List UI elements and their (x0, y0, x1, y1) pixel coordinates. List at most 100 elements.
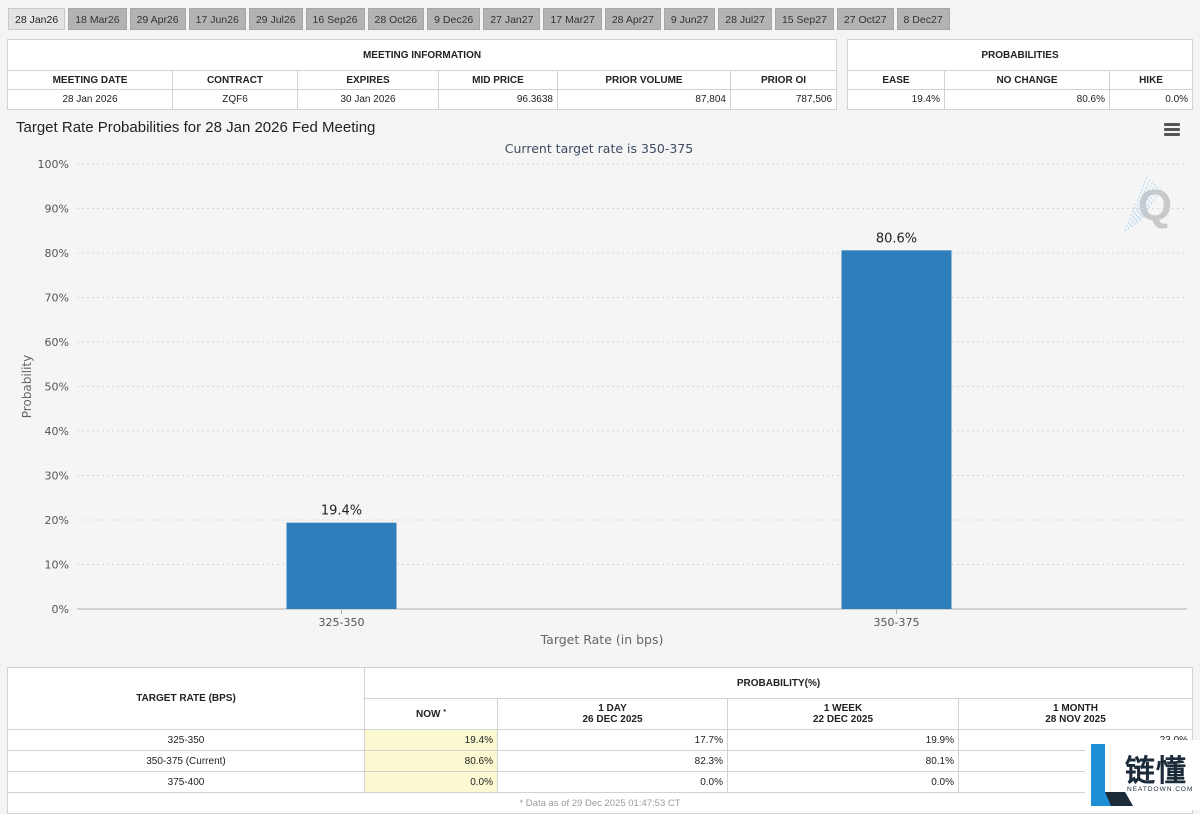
neatdown-l-icon (1091, 744, 1133, 806)
tab-17-jun26[interactable]: 17 Jun26 (188, 8, 246, 30)
one-day-label: 1 DAY (598, 703, 627, 714)
contract-value: ZQF6 (172, 89, 298, 110)
tab-8-dec27[interactable]: 8 Dec27 (896, 8, 950, 30)
hike-header: HIKE (1108, 70, 1194, 90)
probability-header: PROBABILITY(%) (363, 667, 1194, 699)
chart-title: Target Rate Probabilities for 28 Jan 202… (16, 119, 376, 136)
y-axis-title: Probability (20, 355, 34, 418)
y-tick-label: 80% (45, 247, 69, 260)
prior-oi-value: 787,506 (729, 89, 838, 110)
one-month-label: 1 MONTH (1053, 703, 1099, 714)
data-timestamp-footnote: * Data as of 29 Dec 2025 01:47:53 CT (6, 792, 1194, 814)
bar-data-label: 80.6% (876, 231, 917, 246)
one-day-cell: 17.7% (497, 729, 728, 751)
no-change-header: NO CHANGE (944, 70, 1110, 90)
tab-28-oct26[interactable]: 28 Oct26 (367, 8, 425, 30)
probabilities-caption: PROBABILITIES (846, 39, 1194, 71)
ease-value: 19.4% (847, 89, 945, 110)
y-tick-label: 40% (45, 425, 69, 438)
y-tick-label: 90% (45, 203, 69, 216)
one-week-cell: 80.1% (727, 750, 959, 772)
one-week-header: 1 WEEK 22 DEC 2025 (727, 698, 959, 730)
table-row: 325-350 19.4% 17.7% 19.9% 23.0% (7, 729, 1194, 751)
expires-header: EXPIRES (297, 70, 439, 90)
target-rate-probability-table: TARGET RATE (BPS) PROBABILITY(%) NOW * 1… (6, 667, 1194, 814)
one-day-header: 1 DAY 26 DEC 2025 (497, 698, 728, 730)
y-tick-label: 30% (45, 470, 69, 483)
now-cell: 80.6% (364, 750, 498, 772)
y-tick-label: 50% (45, 381, 69, 394)
one-week-cell: 0.0% (727, 771, 959, 793)
y-tick-label: 20% (45, 514, 69, 527)
y-tick-label: 10% (45, 559, 69, 572)
neatdown-logo: 链懂 NEATDOWN.COM (1085, 740, 1200, 810)
meeting-date-tabs: 28 Jan26 18 Mar26 29 Apr26 17 Jun26 29 Jul26… (8, 8, 950, 30)
tab-28-apr27[interactable]: 28 Apr27 (604, 8, 661, 30)
one-day-cell: 82.3% (497, 750, 728, 772)
target-rate-cell: 325-350 (7, 729, 365, 751)
x-axis-title: Target Rate (in bps) (540, 632, 664, 647)
target-rate-cell: 375-400 (7, 771, 365, 793)
target-rate-cell: 350-375 (Current) (7, 750, 365, 772)
expires-value: 30 Jan 2026 (297, 89, 439, 110)
tab-15-sep27[interactable]: 15 Sep27 (774, 8, 834, 30)
tab-9-dec26[interactable]: 9 Dec26 (427, 8, 481, 30)
now-cell: 0.0% (364, 771, 498, 793)
tab-18-mar26[interactable]: 18 Mar26 (68, 8, 127, 30)
one-month-header: 1 MONTH 28 NOV 2025 (957, 698, 1194, 730)
hamburger-menu-icon[interactable] (1164, 123, 1180, 136)
chart-subtitle: Current target rate is 350-375 (505, 141, 693, 156)
watermark-decoration (1136, 184, 1160, 224)
neatdown-logo-url: NEATDOWN.COM (1127, 786, 1194, 793)
tab-27-jan27[interactable]: 27 Jan27 (483, 8, 541, 30)
mid-price-header: MID PRICE (438, 70, 558, 90)
watermark-decoration (1124, 176, 1148, 232)
one-day-date: 26 DEC 2025 (582, 714, 643, 725)
y-tick-label: 70% (45, 292, 69, 305)
prior-oi-header: PRIOR OI (729, 70, 838, 90)
watermark-decoration (1130, 180, 1154, 228)
y-tick-label: 0% (52, 603, 69, 616)
prior-volume-value: 87,804 (557, 89, 731, 110)
table-row: 350-375 (Current) 80.6% 82.3% 80.1% (7, 750, 1194, 772)
prior-volume-header: PRIOR VOLUME (557, 70, 731, 90)
ease-header: EASE (847, 70, 945, 90)
meeting-information-table: MEETING INFORMATION MEETING DATE CONTRAC… (6, 39, 838, 110)
one-month-date: 28 NOV 2025 (1045, 714, 1106, 725)
neatdown-logo-text: 链懂 (1125, 754, 1187, 789)
contract-header: CONTRACT (172, 70, 298, 90)
probability-bar-chart: Q Current target rate is 350-375 0% 10% 20% 3… (20, 141, 1187, 647)
tab-9-jun27[interactable]: 9 Jun27 (663, 8, 716, 30)
chart-panel: Q Current target rate is 350-375 0% 10% 20% 3… (7, 113, 1192, 659)
y-tick-label: 100% (38, 158, 69, 171)
x-tick-label: 325-350 (319, 616, 365, 629)
table-row: 375-400 0.0% 0.0% 0.0% (7, 771, 1194, 793)
mid-price-value: 96.3638 (438, 89, 558, 110)
one-week-date: 22 DEC 2025 (812, 714, 874, 725)
tab-17-mar27[interactable]: 17 Mar27 (543, 8, 602, 30)
meeting-date-value: 28 Jan 2026 (7, 89, 173, 110)
one-week-label: 1 WEEK (823, 703, 863, 714)
y-tick-label: 60% (45, 336, 69, 349)
tab-29-apr26[interactable]: 29 Apr26 (129, 8, 186, 30)
x-tick-label: 350-375 (874, 616, 920, 629)
bar-350-375 (841, 250, 952, 609)
tab-27-oct27[interactable]: 27 Oct27 (836, 8, 894, 30)
meeting-information-caption: MEETING INFORMATION (6, 39, 838, 71)
no-change-value: 80.6% (944, 89, 1110, 110)
tab-28-jul27[interactable]: 28 Jul27 (718, 8, 772, 30)
probabilities-table: PROBABILITIES EASE NO CHANGE HIKE 19.4% … (846, 39, 1194, 110)
one-day-cell: 0.0% (497, 771, 728, 793)
now-footnote-mark: * (443, 708, 446, 716)
now-label: NOW (416, 708, 441, 720)
bar-325-350 (286, 522, 397, 609)
watermark-decoration (1139, 186, 1163, 222)
tab-16-sep26[interactable]: 16 Sep26 (305, 8, 365, 30)
watermark-decoration (1127, 178, 1151, 230)
target-rate-header: TARGET RATE (BPS) (7, 667, 365, 730)
now-cell: 19.4% (364, 729, 498, 751)
tab-29-jul26[interactable]: 29 Jul26 (248, 8, 303, 30)
bar-data-label: 19.4% (321, 504, 362, 519)
tab-28-jan26[interactable]: 28 Jan26 (8, 8, 66, 30)
hike-value: 0.0% (1108, 89, 1194, 110)
